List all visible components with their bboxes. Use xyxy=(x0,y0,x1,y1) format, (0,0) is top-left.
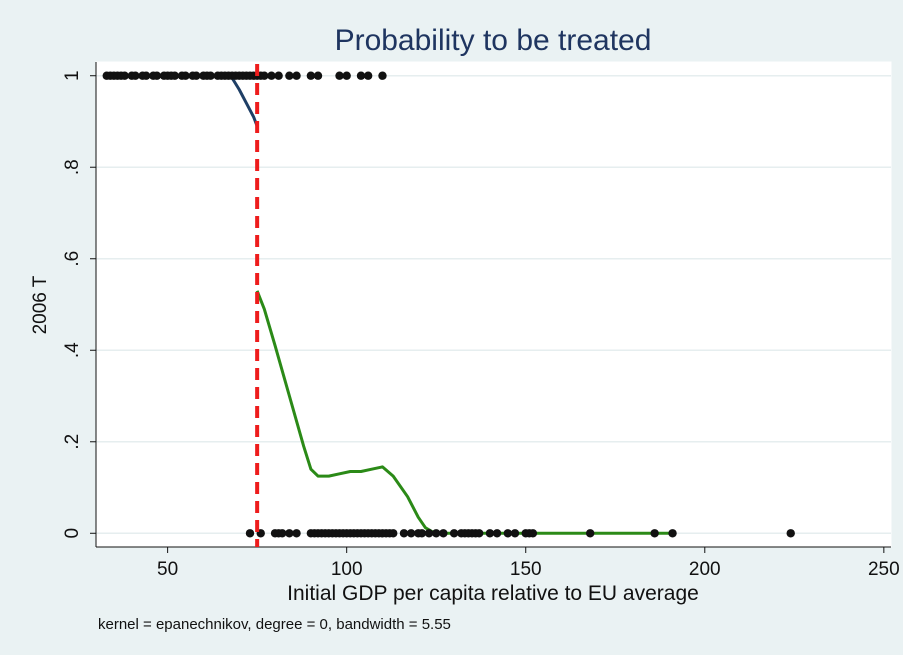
data-point xyxy=(285,529,294,538)
data-point xyxy=(141,71,151,80)
data-point xyxy=(170,71,179,80)
y-axis-label: 2006 T xyxy=(30,275,51,334)
data-point xyxy=(342,71,351,80)
x-axis-label: Initial GDP per capita relative to EU av… xyxy=(287,582,699,605)
axes xyxy=(95,62,891,548)
data-point xyxy=(585,529,595,538)
data-point xyxy=(439,529,448,538)
y-tick-label: .2 xyxy=(62,434,83,450)
data-point xyxy=(278,529,287,538)
y-tick-label: .6 xyxy=(62,251,83,267)
grid-lines xyxy=(96,74,891,535)
data-point xyxy=(650,529,659,538)
data-point xyxy=(313,71,323,80)
x-axis-ticks: 50 100 150 200 250 xyxy=(157,547,900,580)
chart-note: kernel = epanechnikov, degree = 0, bandw… xyxy=(98,616,451,633)
data-point xyxy=(474,529,484,538)
data-point xyxy=(356,71,366,80)
x-tick-label: 150 xyxy=(510,559,542,580)
data-point xyxy=(260,71,269,80)
plot-area xyxy=(95,61,892,548)
data-point xyxy=(363,71,373,80)
data-point xyxy=(786,529,795,538)
data-point xyxy=(424,529,434,538)
data-points xyxy=(102,71,795,538)
data-point xyxy=(131,71,140,80)
data-point xyxy=(306,71,316,80)
data-point xyxy=(292,529,301,538)
data-point xyxy=(485,529,495,538)
data-point xyxy=(292,71,301,80)
x-tick-label: 100 xyxy=(331,559,363,580)
data-point xyxy=(181,71,190,80)
y-tick-label: 1 xyxy=(62,70,83,81)
y-tick-label: .8 xyxy=(62,159,83,175)
data-point xyxy=(399,529,409,538)
data-point xyxy=(492,529,502,538)
data-point xyxy=(120,71,129,80)
x-tick-label: 250 xyxy=(868,559,900,580)
data-point xyxy=(152,71,162,80)
y-tick-label: 0 xyxy=(62,528,83,539)
data-point xyxy=(389,529,398,538)
data-point xyxy=(668,529,677,538)
data-point xyxy=(274,71,283,80)
data-point xyxy=(503,529,513,538)
data-point xyxy=(510,529,520,538)
data-point xyxy=(406,529,416,538)
data-point xyxy=(335,71,344,80)
data-point xyxy=(245,529,255,538)
x-tick-label: 200 xyxy=(689,559,721,580)
data-point xyxy=(192,71,201,80)
data-point xyxy=(378,71,387,80)
data-point xyxy=(417,529,427,538)
y-axis-ticks: 0 .2 .4 .6 .8 1 xyxy=(62,70,96,539)
y-tick-label: .4 xyxy=(62,342,83,358)
data-point xyxy=(528,529,538,538)
x-tick-label: 50 xyxy=(157,559,178,580)
right-fit-line xyxy=(255,290,673,535)
data-point xyxy=(267,71,276,80)
chart-title: Probability to be treated xyxy=(335,24,652,57)
data-point xyxy=(432,529,441,538)
data-point xyxy=(206,71,215,80)
data-point xyxy=(285,71,294,80)
data-point xyxy=(449,529,459,538)
